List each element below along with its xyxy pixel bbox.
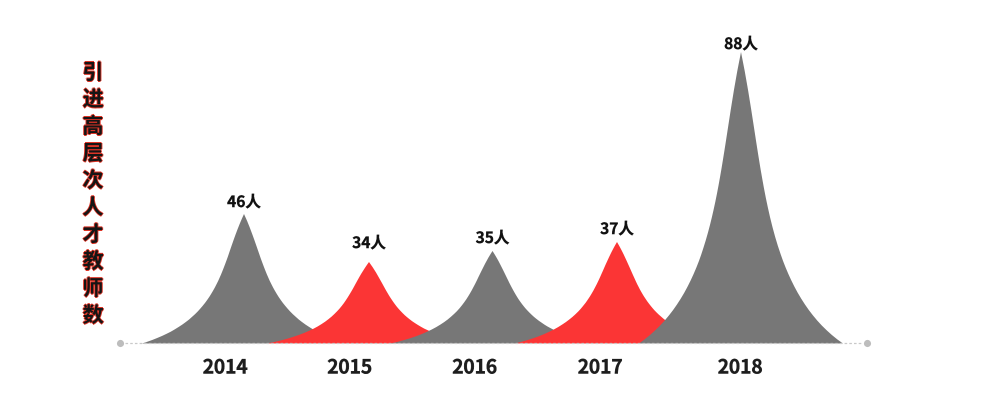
peaks-group <box>142 52 843 344</box>
title-char: 教 <box>82 244 104 275</box>
title-char: 人 <box>82 190 104 221</box>
category-label-2014: 2014 <box>202 350 248 380</box>
category-label-2018: 2018 <box>717 350 763 380</box>
title-char: 高 <box>82 109 104 140</box>
title-char: 数 <box>82 298 104 329</box>
peak-2014 <box>142 214 346 344</box>
chart-title-vertical: 引进高层次人才教师数 <box>78 55 108 329</box>
category-label-2016: 2016 <box>452 350 498 380</box>
axis-endpoint-left <box>116 339 125 348</box>
title-char: 进 <box>82 82 104 113</box>
axis-endpoint-right <box>863 339 872 348</box>
peak-2016 <box>390 251 595 344</box>
peak-2018 <box>639 52 843 344</box>
peak-2015 <box>267 262 471 344</box>
title-char: 师 <box>82 271 104 302</box>
value-label-2015: 34人 <box>352 231 386 253</box>
value-label-2014: 46人 <box>227 190 261 212</box>
title-char: 层 <box>82 136 104 167</box>
x-axis <box>116 339 872 348</box>
value-label-2017: 37人 <box>600 216 634 239</box>
value-label-2018: 88人 <box>724 32 758 54</box>
category-label-2017: 2017 <box>577 350 623 380</box>
title-char: 引 <box>82 55 104 86</box>
title-char: 次 <box>82 163 104 194</box>
category-label-2015: 2015 <box>327 350 373 380</box>
peak-2017 <box>515 242 719 344</box>
value-label-2016: 35人 <box>475 225 510 248</box>
title-char: 才 <box>82 217 104 248</box>
